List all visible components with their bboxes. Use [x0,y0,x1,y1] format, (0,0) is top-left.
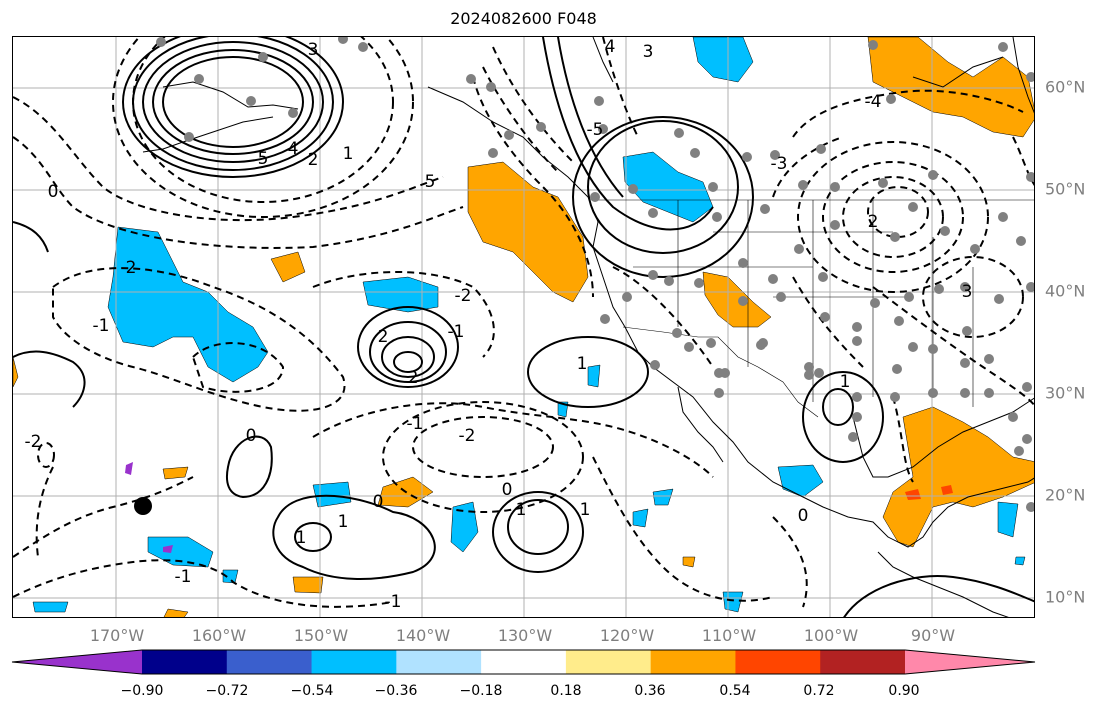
lat-label: 50°N [1045,179,1086,199]
lon-label: 160°W [191,626,247,645]
contour-label: 2 [126,258,137,278]
contour-label: -1 [385,592,402,612]
contour-label: 0 [48,182,59,202]
contour-label: -3 [771,154,788,174]
contour-label: -2 [455,286,472,306]
contour-label: 1 [516,500,527,520]
colorbar-tick-label: 0.54 [719,683,751,699]
colorbar-segment [12,650,142,674]
contour-label: 3 [308,40,319,60]
lon-label: 170°W [89,626,145,645]
contour-label: -1 [407,414,424,434]
colorbar-segment [142,650,228,674]
contour-label: 0 [502,480,513,500]
lon-label: 140°W [395,626,451,645]
lon-label: 120°W [599,626,655,645]
contour-label: 0 [373,492,384,512]
colorbar-tick-label: 0.72 [803,683,835,699]
positive-shading [13,37,1034,617]
map-panel: 5 4 3 2 1 0 5 4 3 2 -1 -2 -1 1 2 2 1 0 1… [12,36,1035,618]
lon-label: 130°W [497,626,553,645]
contour-label: 5 [258,149,269,169]
contour-label: -1 [93,316,110,336]
colorbar-tick-label: −0.54 [290,683,334,699]
colorbar-segment [565,650,652,674]
contour-label: 3 [962,282,973,302]
colorbar-outline [11,649,1036,675]
contour-label: 4 [288,139,299,159]
contour-label: 2 [408,368,419,388]
contour-label: -1 [448,322,465,342]
colorbar-segment [735,650,821,674]
colorbar-segment [481,650,567,674]
solid-contours [13,37,1034,617]
lat-label: 30°N [1045,383,1086,403]
contour-label: -4 [865,92,882,112]
contour-label: 2 [308,150,319,170]
contour-label: 0 [798,506,809,526]
contour-label: -5 [587,120,604,140]
lon-label: 110°W [701,626,757,645]
graticule [13,37,1034,617]
lon-label: 150°W [293,626,349,645]
lon-label: 90°W [910,626,956,645]
colorbar-tick-label: 0.90 [888,683,920,699]
contour-label: 1 [343,144,354,164]
coastlines [142,37,1034,617]
contour-label: 1 [580,500,591,520]
contour-label: 1 [338,512,349,532]
colorbar-tick-label: −0.72 [205,683,249,699]
contour-label: 4 [605,37,616,57]
lat-label: 40°N [1045,281,1086,301]
colorbar-tick-label: 0.36 [634,683,666,699]
black-marker-dot [134,497,152,515]
strong-positive-shading [905,485,953,500]
colorbar-segment [820,650,906,674]
contour-label: 5 [425,172,436,192]
contour-label: -1 [175,567,192,587]
lat-label: 10°N [1045,587,1086,607]
map-canvas: 5 4 3 2 1 0 5 4 3 2 -1 -2 -1 1 2 2 1 0 1… [13,37,1034,617]
colorbar [11,649,1036,675]
contour-labels: 5 4 3 2 1 0 5 4 3 2 -1 -2 -1 1 2 2 1 0 1… [25,37,973,612]
strong-negative-shading [125,462,173,553]
colorbar-segment [226,650,313,674]
colorbar-segment [311,650,397,674]
colorbar-tick-label: −0.18 [459,683,503,699]
dashed-contours [13,37,1034,608]
colorbar-tick-label: 0.18 [550,683,582,699]
contour-label: 1 [840,372,851,392]
contour-label: 3 [643,42,654,62]
contour-label: 2 [868,212,879,232]
station-dots [156,37,1034,512]
contour-label: -2 [459,426,476,446]
colorbar-segment [905,650,1035,674]
political-borders [598,199,1034,418]
colorbar-segment [650,650,736,674]
colorbar-segment [396,650,482,674]
colorbar-tick-label: −0.36 [374,683,418,699]
contour-label: 0 [246,426,257,446]
contour-label: 2 [378,327,389,347]
lat-label: 60°N [1045,77,1086,97]
lat-label: 20°N [1045,485,1086,505]
colorbar-tick-label: −0.90 [120,683,164,699]
contour-label: -2 [25,432,42,452]
contour-label: 1 [296,528,307,548]
contour-label: 1 [577,354,588,374]
lon-label: 100°W [803,626,859,645]
map-title: 2024082600 F048 [450,9,597,28]
